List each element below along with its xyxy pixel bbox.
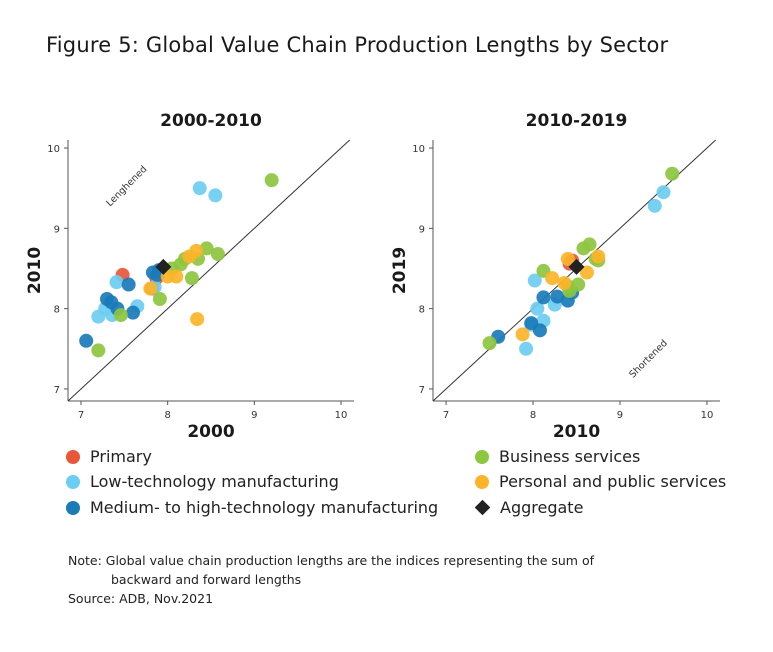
legend-item-personal: Personal and public services <box>475 472 726 491</box>
legend-item-business: Business services <box>475 447 640 466</box>
point-medium-to-high-technology-manufacturing <box>79 333 94 348</box>
panel-2010-2019: 2010-2019 7 8 9 10 7 8 9 10 2010 2019 Shortened <box>390 111 720 440</box>
x-tick-label: 10 <box>701 410 714 421</box>
legend-label: Medium- to high-technology manufacturing <box>90 498 439 517</box>
charts-canvas: 2000-2010 7 8 9 10 7 8 9 10 2000 2010 Lenghened 201… <box>25 111 720 440</box>
note-line-continued: backward and forward lengths <box>111 572 302 587</box>
point-business-services <box>264 173 279 188</box>
y-tick-label: 7 <box>419 385 425 396</box>
chart-title: 2010-2019 <box>526 111 628 131</box>
point-medium-to-high-technology-manufacturing <box>126 305 140 320</box>
x-axis-label: 2000 <box>187 422 234 440</box>
legend-item-aggregate: Aggregate <box>474 498 584 517</box>
point-medium-to-high-technology-manufacturing <box>532 323 547 338</box>
diamond-icon <box>474 499 491 516</box>
point-personal-and-public-services <box>591 249 606 264</box>
point-business-services <box>571 277 586 292</box>
reference-line <box>67 139 351 402</box>
legend-label: Low-technology manufacturing <box>90 472 339 491</box>
y-tick-label: 7 <box>54 385 60 396</box>
y-axis-label: 2019 <box>390 247 410 294</box>
y-tick-label: 9 <box>419 224 425 235</box>
legend-item-med-high-tech: Medium- to high-technology manufacturing <box>66 498 438 517</box>
legend-item-low-tech: Low-technology manufacturing <box>66 472 339 491</box>
x-tick-label: 7 <box>78 410 84 421</box>
y-tick-label: 9 <box>54 224 60 235</box>
x-axis-label: 2010 <box>553 422 600 440</box>
point-low-technology-manufacturing <box>647 198 662 213</box>
y-tick-label: 10 <box>412 144 425 155</box>
legend-item-primary: Primary <box>66 447 152 466</box>
x-tick-label: 9 <box>251 410 257 421</box>
point-low-technology-manufacturing <box>527 273 542 288</box>
point-low-technology-manufacturing <box>530 301 545 316</box>
point-personal-and-public-services <box>190 312 205 327</box>
source-line: Source: ADB, Nov.2021 <box>68 591 214 606</box>
personal-swatch-icon <box>475 474 489 489</box>
x-tick-label: 8 <box>530 410 536 421</box>
point-low-technology-manufacturing <box>192 181 207 196</box>
legend-label: Business services <box>499 447 641 466</box>
point-business-services <box>113 308 128 323</box>
region-annotation: Lenghened <box>104 164 149 209</box>
x-tick-label: 9 <box>617 410 623 421</box>
point-business-services <box>210 247 225 262</box>
point-business-services <box>582 237 597 252</box>
point-low-technology-manufacturing <box>519 341 534 356</box>
legend: Primary Low-technology manufacturing Med… <box>0 445 773 525</box>
legend-label: Aggregate <box>500 498 584 517</box>
med-high-tech-swatch-icon <box>66 500 80 515</box>
y-tick-label: 8 <box>54 305 60 316</box>
point-low-technology-manufacturing <box>656 185 671 200</box>
y-axis-label: 2010 <box>25 247 45 294</box>
point-personal-and-public-services <box>515 327 530 342</box>
point-medium-to-high-technology-manufacturing <box>536 290 551 305</box>
point-personal-and-public-services <box>143 281 158 296</box>
point-personal-and-public-services <box>579 265 594 280</box>
primary-swatch-icon <box>66 449 80 464</box>
point-low-technology-manufacturing <box>208 188 223 203</box>
figure-title: Figure 5: Global Value Chain Production … <box>46 33 669 57</box>
point-personal-and-public-services <box>545 271 560 286</box>
point-low-technology-manufacturing <box>109 275 124 290</box>
point-business-services <box>91 343 106 358</box>
point-personal-and-public-services <box>189 243 204 258</box>
business-swatch-icon <box>475 449 489 464</box>
point-business-services <box>184 271 199 286</box>
point-aggregate <box>155 258 172 275</box>
point-aggregate <box>568 258 585 275</box>
note-line: Note: Global value chain production leng… <box>68 553 595 568</box>
x-tick-label: 7 <box>443 410 449 421</box>
point-personal-and-public-services <box>169 269 184 284</box>
region-annotation: Shortened <box>627 338 670 381</box>
point-personal-and-public-services <box>560 251 575 266</box>
chart-title: 2000-2010 <box>160 111 262 131</box>
point-personal-and-public-services <box>557 275 572 290</box>
y-tick-label: 10 <box>47 144 60 155</box>
point-business-services <box>152 292 167 307</box>
panel-2000-2010: 2000-2010 7 8 9 10 7 8 9 10 2000 2010 Lenghened <box>25 111 354 440</box>
legend-label: Primary <box>90 447 152 466</box>
point-business-services <box>482 336 497 351</box>
low-tech-swatch-icon <box>66 474 80 489</box>
x-tick-label: 8 <box>164 410 170 421</box>
point-business-services <box>665 166 680 181</box>
note-block: Note: Global value chain production leng… <box>68 551 594 608</box>
y-tick-label: 8 <box>419 305 425 316</box>
point-medium-to-high-technology-manufacturing <box>121 277 136 292</box>
x-tick-label: 10 <box>335 410 348 421</box>
legend-label: Personal and public services <box>499 472 727 491</box>
